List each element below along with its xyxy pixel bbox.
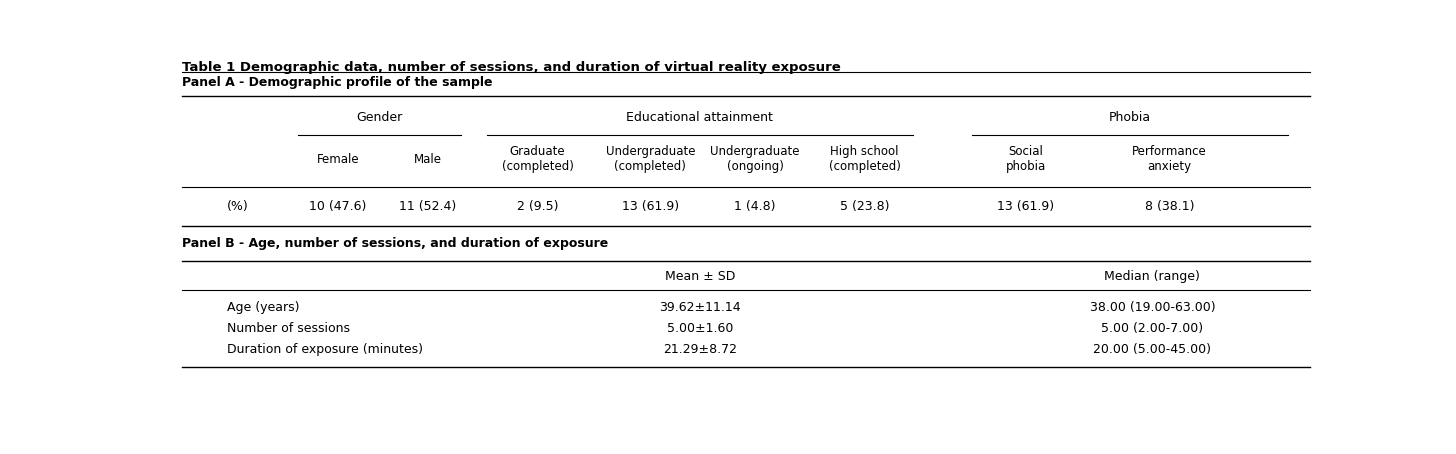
Text: Duration of exposure (minutes): Duration of exposure (minutes): [227, 343, 424, 356]
Text: Mean ± SD: Mean ± SD: [665, 270, 735, 283]
Text: 13 (61.9): 13 (61.9): [997, 200, 1054, 213]
Text: Undergraduate
(ongoing): Undergraduate (ongoing): [711, 145, 799, 173]
Text: Female: Female: [316, 153, 360, 166]
Text: 20.00 (5.00-45.00): 20.00 (5.00-45.00): [1093, 343, 1211, 356]
Text: Gender: Gender: [357, 111, 403, 124]
Text: 11 (52.4): 11 (52.4): [399, 200, 457, 213]
Text: 39.62±11.14: 39.62±11.14: [660, 301, 741, 315]
Text: Performance
anxiety: Performance anxiety: [1131, 145, 1207, 173]
Text: Age (years): Age (years): [227, 301, 300, 315]
Text: Undergraduate
(completed): Undergraduate (completed): [606, 145, 695, 173]
Text: 21.29±8.72: 21.29±8.72: [662, 343, 737, 356]
Text: Social
phobia: Social phobia: [1006, 145, 1047, 173]
Text: 13 (61.9): 13 (61.9): [622, 200, 678, 213]
Text: 2 (9.5): 2 (9.5): [517, 200, 558, 213]
Text: 10 (47.6): 10 (47.6): [309, 200, 367, 213]
Text: Median (range): Median (range): [1105, 270, 1200, 283]
Text: High school
(completed): High school (completed): [828, 145, 901, 173]
Text: Number of sessions: Number of sessions: [227, 322, 349, 336]
Text: Panel A - Demographic profile of the sample: Panel A - Demographic profile of the sam…: [182, 76, 492, 89]
Text: (%): (%): [227, 200, 249, 213]
Text: 8 (38.1): 8 (38.1): [1144, 200, 1194, 213]
Text: Panel B - Age, number of sessions, and duration of exposure: Panel B - Age, number of sessions, and d…: [182, 237, 609, 250]
Text: 1 (4.8): 1 (4.8): [734, 200, 776, 213]
Text: 5 (23.8): 5 (23.8): [840, 200, 890, 213]
Text: Male: Male: [414, 153, 443, 166]
Text: Phobia: Phobia: [1109, 111, 1150, 124]
Text: 38.00 (19.00-63.00): 38.00 (19.00-63.00): [1089, 301, 1216, 315]
Text: 5.00±1.60: 5.00±1.60: [667, 322, 734, 336]
Text: 5.00 (2.00-7.00): 5.00 (2.00-7.00): [1101, 322, 1204, 336]
Text: Graduate
(completed): Graduate (completed): [501, 145, 574, 173]
Text: Table 1 Demographic data, number of sessions, and duration of virtual reality ex: Table 1 Demographic data, number of sess…: [182, 61, 840, 74]
Text: Educational attainment: Educational attainment: [626, 111, 773, 124]
